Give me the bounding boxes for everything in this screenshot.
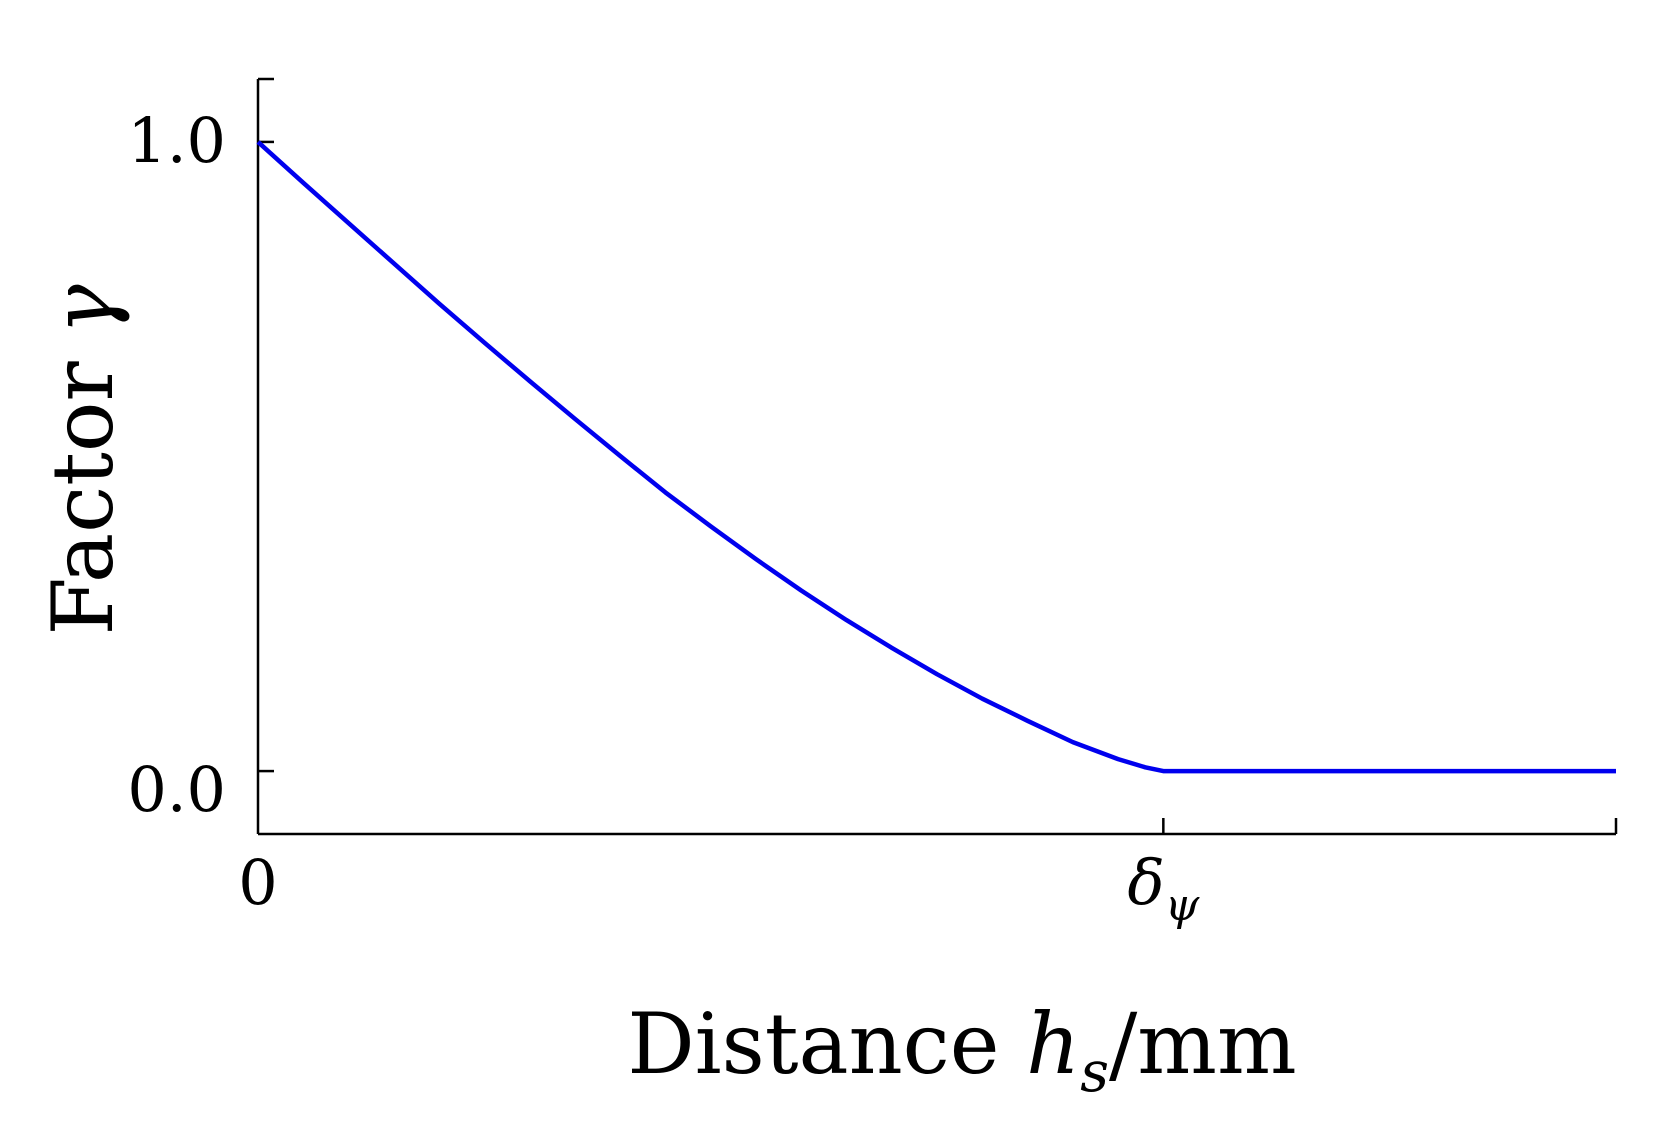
y-axis-title-var: γ bbox=[34, 284, 132, 335]
ticks: 0.0 1.0 0 δψ bbox=[127, 104, 1618, 931]
series bbox=[256, 140, 1616, 774]
y-axis-title-prefix: Factor bbox=[34, 335, 132, 636]
y-tick-label: 1.0 bbox=[127, 104, 226, 177]
x-tick-label: δψ bbox=[1127, 846, 1199, 931]
x-tick-label: 0 bbox=[238, 846, 277, 919]
y-axis-title: Factor γ bbox=[34, 284, 132, 636]
y-tick-label: 0.0 bbox=[127, 753, 226, 826]
x-axis-title: Distance hs/mm bbox=[627, 995, 1296, 1105]
x-axis-title-var: h bbox=[1026, 995, 1080, 1093]
axes bbox=[256, 77, 1616, 836]
x-axis-title-sub: s bbox=[1080, 1040, 1109, 1105]
x-axis-title-prefix: Distance bbox=[627, 995, 1026, 1093]
x-axis-title-suffix: /mm bbox=[1109, 995, 1297, 1093]
series-line-0 bbox=[256, 140, 1616, 774]
